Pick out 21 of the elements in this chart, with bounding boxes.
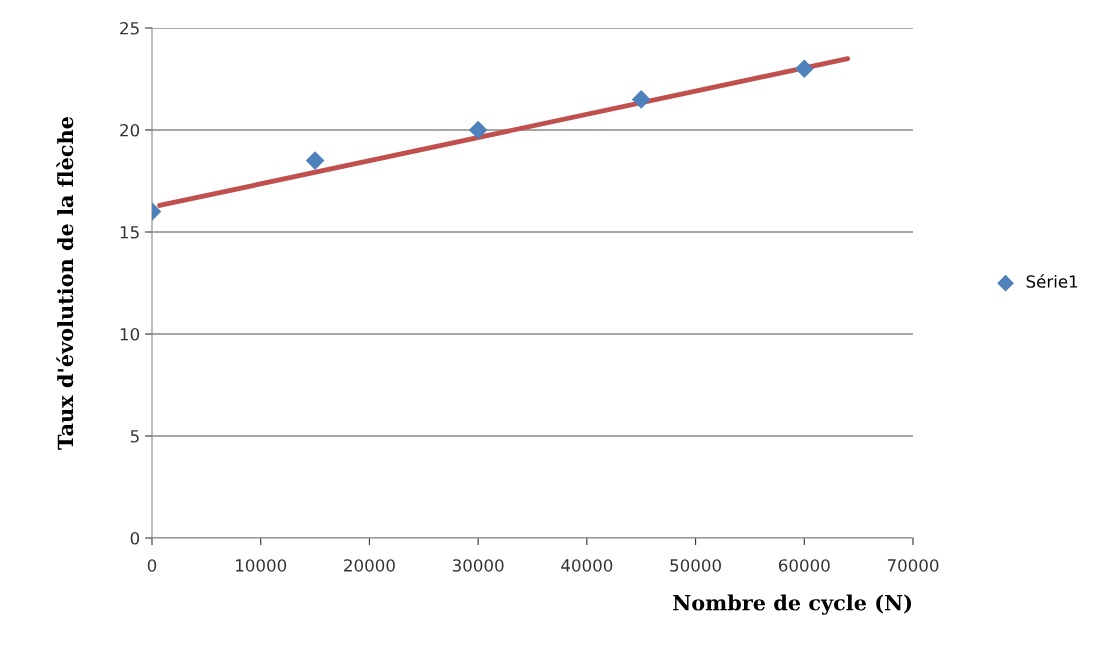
x-tick-label: 10000 — [236, 559, 287, 572]
x-tick-label: 70000 — [887, 559, 939, 572]
x-tick-label: 0 — [147, 559, 157, 572]
x-tick-label: 30000 — [452, 559, 504, 572]
x-tick-label: 20000 — [344, 559, 395, 572]
point — [305, 151, 325, 170]
x-axis-title: Nombre de cycle (N) — [673, 594, 912, 615]
point — [468, 120, 488, 140]
point — [794, 59, 814, 79]
legend-label: Série1 — [1026, 274, 1078, 288]
x-tick-label: 40000 — [561, 559, 613, 572]
y-tick-label: 20 — [120, 123, 140, 137]
y-tick-label: 25 — [120, 21, 139, 35]
y-tick-label: 0 — [130, 531, 140, 545]
y-tick-label: 10 — [120, 327, 140, 341]
y-tick-label: 15 — [120, 226, 139, 239]
x-tick-label: 60000 — [778, 559, 830, 572]
y-tick-label: 5 — [130, 430, 139, 443]
y-axis-title: Taux d'évolution de la flèche — [56, 117, 74, 450]
point — [631, 90, 651, 109]
x-tick-label: 50000 — [670, 559, 721, 572]
